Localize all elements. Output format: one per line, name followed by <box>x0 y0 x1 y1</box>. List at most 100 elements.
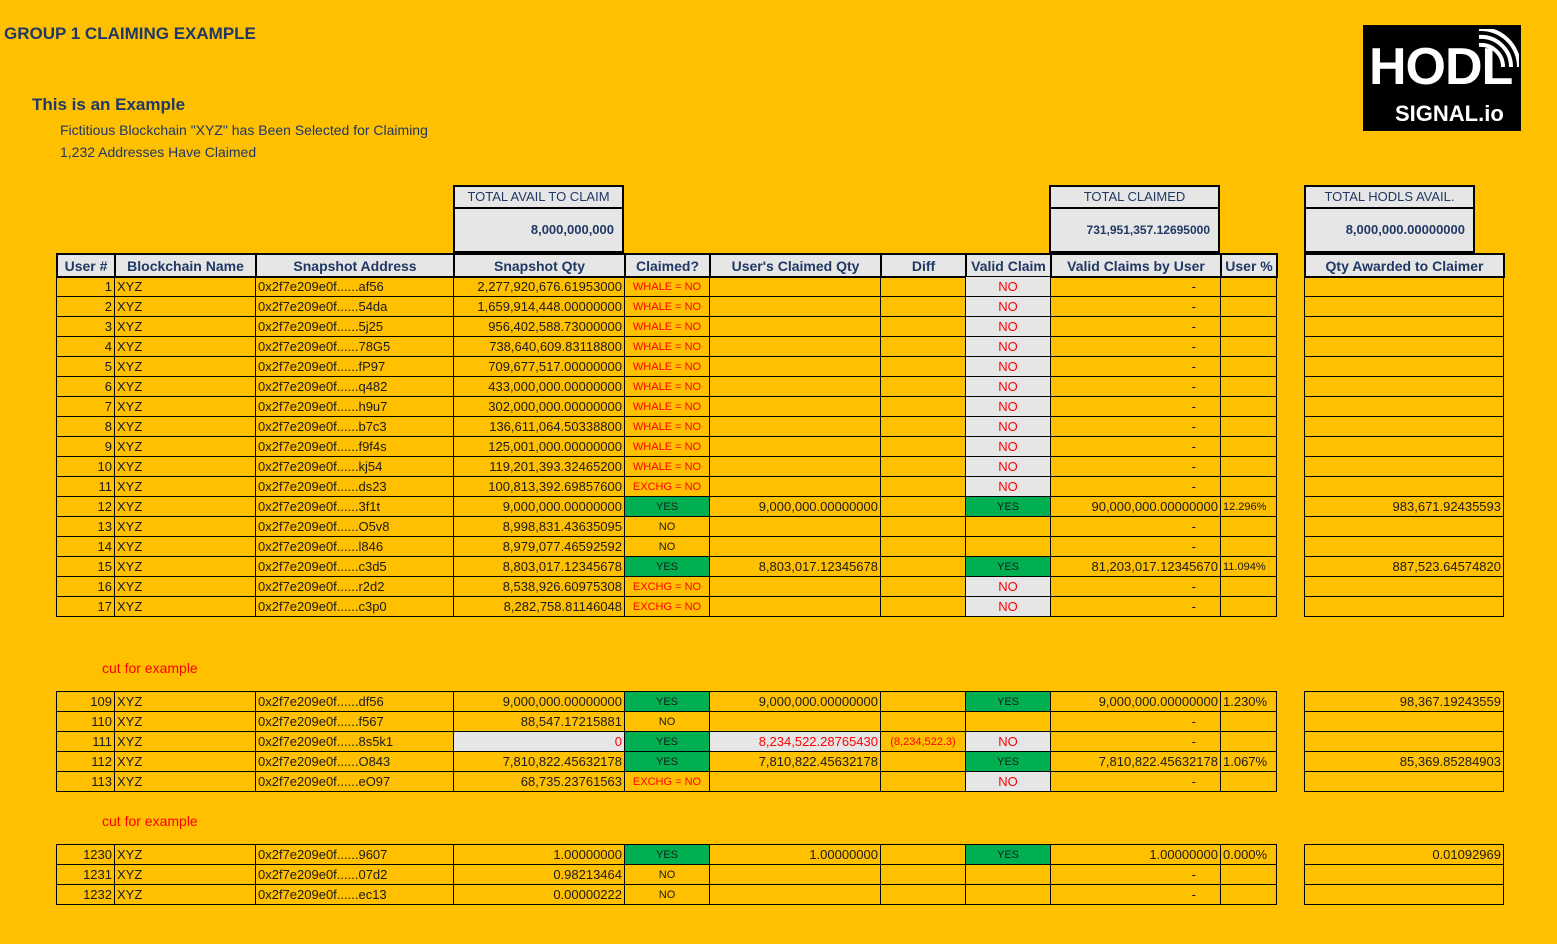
cell-snapshot-qty[interactable]: 0 <box>453 731 625 752</box>
cell-snapshot-qty[interactable]: 0.98213464 <box>453 864 625 885</box>
cell-snapshot-qty[interactable]: 136,611,064.50338800 <box>453 416 625 437</box>
cell-claimed[interactable]: WHALE = NO <box>624 336 710 357</box>
cell-claimed-qty[interactable] <box>709 356 881 377</box>
cell-valid-claim[interactable]: NO <box>965 376 1051 397</box>
cell-user-pct[interactable] <box>1220 356 1277 377</box>
cell-claimed[interactable]: NO <box>624 516 710 537</box>
cell-claimed[interactable]: WHALE = NO <box>624 296 710 317</box>
cell-user-num[interactable]: 9 <box>56 436 115 457</box>
cell-valid-claim[interactable]: NO <box>965 476 1051 497</box>
cell-valid-claims-by-user[interactable]: - <box>1050 276 1221 297</box>
cell-qty-awarded[interactable]: 983,671.92435593 <box>1304 496 1504 517</box>
cell-claimed[interactable]: NO <box>624 884 710 905</box>
col-header-diff[interactable]: Diff <box>880 253 967 278</box>
cell-claimed[interactable]: NO <box>624 536 710 557</box>
cell-claimed[interactable]: WHALE = NO <box>624 356 710 377</box>
col-header-address[interactable]: Snapshot Address <box>255 253 455 278</box>
cell-valid-claim[interactable]: NO <box>965 356 1051 377</box>
cell-claimed-qty[interactable] <box>709 396 881 417</box>
cell-address[interactable]: 0x2f7e209e0f......O5v8 <box>255 516 454 537</box>
cell-blockchain[interactable]: XYZ <box>114 296 256 317</box>
cell-valid-claim[interactable] <box>965 884 1051 905</box>
cell-claimed-qty[interactable] <box>709 296 881 317</box>
cell-claimed[interactable]: WHALE = NO <box>624 436 710 457</box>
cell-claimed[interactable]: WHALE = NO <box>624 416 710 437</box>
cell-address[interactable]: 0x2f7e209e0f......ds23 <box>255 476 454 497</box>
cell-snapshot-qty[interactable]: 302,000,000.00000000 <box>453 396 625 417</box>
cell-snapshot-qty[interactable]: 9,000,000.00000000 <box>453 496 625 517</box>
cell-snapshot-qty[interactable]: 88,547.17215881 <box>453 711 625 732</box>
cell-user-pct[interactable] <box>1220 316 1277 337</box>
cell-diff[interactable] <box>880 576 966 597</box>
cell-diff[interactable] <box>880 596 966 617</box>
cell-qty-awarded[interactable] <box>1304 276 1504 297</box>
total-hodls-value[interactable]: 8,000,000.00000000 <box>1304 207 1475 253</box>
cell-address[interactable]: 0x2f7e209e0f......f567 <box>255 711 454 732</box>
cell-blockchain[interactable]: XYZ <box>114 576 256 597</box>
cell-blockchain[interactable]: XYZ <box>114 884 256 905</box>
cell-qty-awarded[interactable] <box>1304 516 1504 537</box>
cell-address[interactable]: 0x2f7e209e0f......af56 <box>255 276 454 297</box>
cell-valid-claim[interactable]: NO <box>965 396 1051 417</box>
cell-claimed-qty[interactable] <box>709 711 881 732</box>
cell-claimed[interactable]: EXCHG = NO <box>624 771 710 792</box>
cell-diff[interactable] <box>880 711 966 732</box>
col-header-valid-claims-by-user[interactable]: Valid Claims by User <box>1050 253 1222 278</box>
cell-qty-awarded[interactable] <box>1304 864 1504 885</box>
cell-diff[interactable] <box>880 536 966 557</box>
cell-diff[interactable] <box>880 516 966 537</box>
cell-valid-claim[interactable] <box>965 864 1051 885</box>
cell-valid-claims-by-user[interactable]: - <box>1050 516 1221 537</box>
cell-diff[interactable] <box>880 884 966 905</box>
cell-claimed-qty[interactable]: 8,234,522.28765430 <box>709 731 881 752</box>
cell-user-pct[interactable] <box>1220 396 1277 417</box>
cell-diff[interactable] <box>880 336 966 357</box>
cell-user-pct[interactable] <box>1220 884 1277 905</box>
cell-snapshot-qty[interactable]: 7,810,822.45632178 <box>453 751 625 772</box>
cell-user-num[interactable]: 112 <box>56 751 115 772</box>
cell-claimed-qty[interactable] <box>709 276 881 297</box>
cell-qty-awarded[interactable] <box>1304 356 1504 377</box>
cell-user-num[interactable]: 110 <box>56 711 115 732</box>
cell-qty-awarded[interactable]: 0.01092969 <box>1304 844 1504 865</box>
cell-user-pct[interactable] <box>1220 416 1277 437</box>
cell-valid-claims-by-user[interactable]: - <box>1050 596 1221 617</box>
cell-user-num[interactable]: 6 <box>56 376 115 397</box>
cell-valid-claim[interactable]: NO <box>965 456 1051 477</box>
cell-blockchain[interactable]: XYZ <box>114 396 256 417</box>
cell-blockchain[interactable]: XYZ <box>114 516 256 537</box>
cell-claimed-qty[interactable] <box>709 771 881 792</box>
cell-user-pct[interactable] <box>1220 476 1277 497</box>
col-header-snapshot-qty[interactable]: Snapshot Qty <box>453 253 626 278</box>
cell-snapshot-qty[interactable]: 2,277,920,676.61953000 <box>453 276 625 297</box>
cell-user-num[interactable]: 8 <box>56 416 115 437</box>
cell-user-pct[interactable] <box>1220 456 1277 477</box>
cell-diff[interactable] <box>880 416 966 437</box>
cell-blockchain[interactable]: XYZ <box>114 731 256 752</box>
cell-valid-claims-by-user[interactable]: - <box>1050 456 1221 477</box>
cell-claimed[interactable]: YES <box>624 496 710 517</box>
cell-user-num[interactable]: 16 <box>56 576 115 597</box>
cell-user-pct[interactable] <box>1220 296 1277 317</box>
cell-user-num[interactable]: 2 <box>56 296 115 317</box>
cell-claimed[interactable]: YES <box>624 556 710 577</box>
cell-snapshot-qty[interactable]: 0.00000222 <box>453 884 625 905</box>
cell-user-pct[interactable] <box>1220 516 1277 537</box>
cell-valid-claim[interactable]: NO <box>965 296 1051 317</box>
cell-user-pct[interactable]: 12.296% <box>1220 496 1277 517</box>
cell-snapshot-qty[interactable]: 8,282,758.81146048 <box>453 596 625 617</box>
cell-address[interactable]: 0x2f7e209e0f......07d2 <box>255 864 454 885</box>
cell-address[interactable]: 0x2f7e209e0f......8s5k1 <box>255 731 454 752</box>
cell-valid-claim[interactable]: YES <box>965 691 1051 712</box>
cell-snapshot-qty[interactable]: 709,677,517.00000000 <box>453 356 625 377</box>
cell-blockchain[interactable]: XYZ <box>114 496 256 517</box>
cell-snapshot-qty[interactable]: 8,803,017.12345678 <box>453 556 625 577</box>
cell-claimed[interactable]: EXCHG = NO <box>624 576 710 597</box>
cell-snapshot-qty[interactable]: 8,998,831.43635095 <box>453 516 625 537</box>
cell-user-pct[interactable] <box>1220 711 1277 732</box>
cell-valid-claim[interactable]: NO <box>965 771 1051 792</box>
col-header-user-pct[interactable]: User % <box>1220 253 1278 278</box>
cell-valid-claim[interactable]: YES <box>965 496 1051 517</box>
cell-snapshot-qty[interactable]: 1,659,914,448.00000000 <box>453 296 625 317</box>
cell-valid-claims-by-user[interactable]: 1.00000000 <box>1050 844 1221 865</box>
